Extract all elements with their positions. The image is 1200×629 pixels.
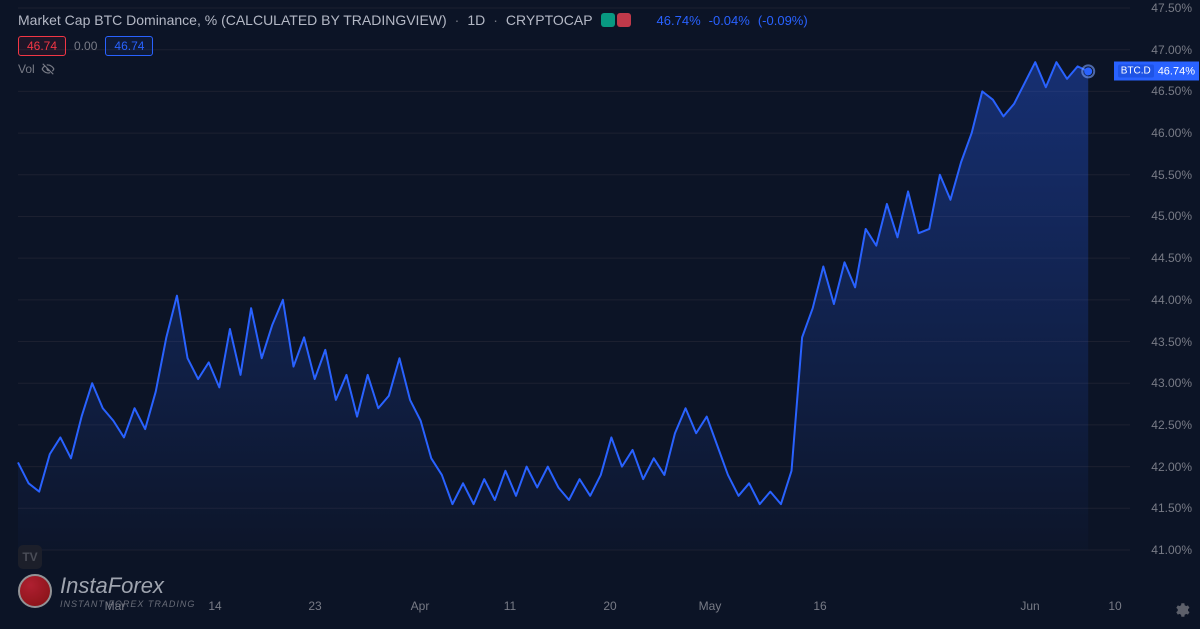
badge-low: 46.74 [18, 36, 66, 56]
chart-header: Market Cap BTC Dominance, % (CALCULATED … [18, 12, 808, 28]
price-tag-value: 46.74% [1158, 65, 1195, 77]
status-dot-red [617, 13, 631, 27]
status-dot-green [601, 13, 615, 27]
x-tick: 16 [813, 599, 826, 613]
watermark: InstaForex INSTANT FOREX TRADING [18, 573, 195, 609]
y-tick: 44.00% [1151, 293, 1192, 307]
x-tick: Apr [411, 599, 430, 613]
y-tick: 42.50% [1151, 418, 1192, 432]
volume-row[interactable]: Vol [18, 62, 55, 76]
x-tick: 14 [208, 599, 221, 613]
y-tick: 43.50% [1151, 335, 1192, 349]
badge-high: 46.74 [105, 36, 153, 56]
badge-mid: 0.00 [74, 39, 97, 53]
x-tick: 11 [504, 599, 516, 613]
y-tick: 46.50% [1151, 84, 1192, 98]
watermark-tagline: INSTANT FOREX TRADING [60, 599, 195, 609]
watermark-brand: InstaForex [60, 573, 195, 599]
header-change-pct: (-0.09%) [758, 13, 808, 28]
x-tick: Jun [1020, 599, 1039, 613]
y-tick: 47.00% [1151, 43, 1192, 57]
y-tick: 41.50% [1151, 501, 1192, 515]
x-tick: 20 [603, 599, 616, 613]
header-change-abs: -0.04% [709, 13, 750, 28]
y-axis: 41.00% 41.50% 42.00% 42.50% 43.00% 43.50% 44.0… [1136, 0, 1200, 590]
y-tick: 41.00% [1151, 543, 1192, 557]
ohlc-badges: 46.74 0.00 46.74 [18, 36, 153, 56]
chart-title: Market Cap BTC Dominance, % (CALCULATED … [18, 12, 447, 28]
y-tick: 44.50% [1151, 251, 1192, 265]
header-value: 46.74% [657, 13, 701, 28]
y-tick: 43.00% [1151, 376, 1192, 390]
x-tick: 10 [1108, 599, 1121, 613]
y-tick: 45.00% [1151, 209, 1192, 223]
chart-area [0, 0, 1130, 590]
price-tag-symbol: BTC.D [1118, 65, 1154, 78]
volume-label: Vol [18, 62, 35, 76]
y-tick: 46.00% [1151, 126, 1192, 140]
price-tag: BTC.D 46.74% [1114, 62, 1199, 81]
x-tick: May [699, 599, 722, 613]
eye-off-icon [41, 62, 55, 76]
watermark-logo-icon [18, 574, 52, 608]
chart-exchange: CRYPTOCAP [506, 12, 593, 28]
y-tick: 45.50% [1151, 168, 1192, 182]
tradingview-badge[interactable]: TV [18, 545, 42, 569]
y-tick: 42.00% [1151, 460, 1192, 474]
chart-interval: 1D [467, 12, 485, 28]
y-tick: 47.50% [1151, 1, 1192, 15]
chart-canvas[interactable] [0, 0, 1130, 590]
x-tick: 23 [308, 599, 321, 613]
gear-icon[interactable] [1172, 601, 1190, 619]
